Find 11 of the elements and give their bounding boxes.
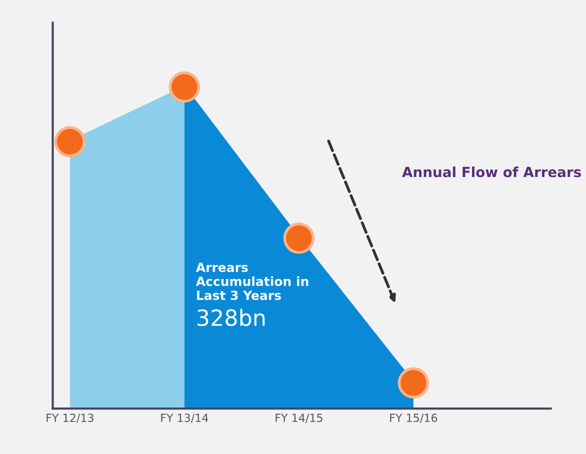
point [54, 126, 86, 158]
annotation: 328bn [198, 308, 265, 326]
annotation: Annual Flow of Arrears [402, 166, 581, 178]
point [168, 71, 200, 103]
point [398, 367, 430, 398]
point [283, 222, 315, 254]
x-tick-label: FY 12/13 [46, 414, 94, 423]
annotation: Arrears Accumulation in Last 3 Years [196, 262, 308, 300]
x-tick-label: FY 13/14 [161, 414, 208, 423]
x-tick-label: FY 14/15 [276, 414, 322, 423]
x-tick-label: FY 15/16 [390, 414, 438, 423]
